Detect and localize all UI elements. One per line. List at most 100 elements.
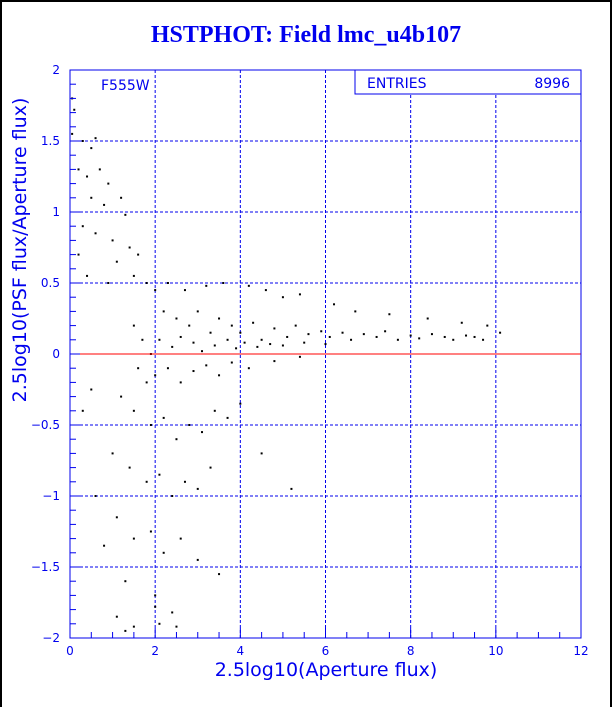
data-point xyxy=(128,466,131,469)
data-point xyxy=(286,335,289,338)
data-point xyxy=(103,203,106,206)
data-point xyxy=(77,168,80,171)
data-point xyxy=(86,274,89,277)
data-point xyxy=(294,324,297,327)
data-point xyxy=(149,424,152,426)
y-tick-label: 2 xyxy=(52,63,60,77)
data-point xyxy=(226,416,229,419)
data-point xyxy=(226,338,229,341)
x-tick-label: 8 xyxy=(407,644,415,658)
data-point xyxy=(192,341,195,344)
data-point xyxy=(252,321,255,324)
data-point xyxy=(260,338,263,341)
data-point xyxy=(111,452,114,455)
x-tick-label: 2 xyxy=(151,644,159,658)
data-point xyxy=(132,537,135,540)
data-point xyxy=(158,338,161,341)
data-point xyxy=(307,333,310,336)
data-point xyxy=(239,402,242,405)
data-point xyxy=(103,544,106,547)
data-point xyxy=(341,331,344,334)
data-point xyxy=(107,182,110,185)
data-point xyxy=(175,438,178,441)
data-point xyxy=(179,335,182,338)
data-point xyxy=(158,622,161,625)
data-point xyxy=(128,246,131,249)
data-point xyxy=(260,452,263,455)
data-point xyxy=(281,296,284,299)
data-point xyxy=(409,334,412,337)
data-point xyxy=(175,625,178,628)
data-point xyxy=(179,381,182,384)
data-point xyxy=(179,537,182,540)
data-point xyxy=(90,147,93,150)
data-point xyxy=(273,327,276,330)
data-point xyxy=(230,361,233,364)
data-point xyxy=(71,132,74,135)
data-point xyxy=(333,303,336,306)
data-point xyxy=(213,409,216,412)
data-point xyxy=(86,175,89,178)
data-point xyxy=(120,395,123,398)
x-tick-label: 4 xyxy=(237,644,245,658)
data-point xyxy=(166,367,169,370)
data-point xyxy=(247,284,250,287)
data-point xyxy=(171,345,174,348)
data-point xyxy=(94,137,97,140)
x-tick-label: 6 xyxy=(322,644,330,658)
data-point xyxy=(154,374,157,377)
grid xyxy=(70,70,581,638)
data-point xyxy=(171,495,174,497)
y-tick-label: −2 xyxy=(42,631,60,645)
data-point xyxy=(154,594,157,597)
data-point xyxy=(77,253,80,256)
data-point xyxy=(124,580,127,583)
data-point xyxy=(175,317,178,320)
y-axis-label: 2.5log10(PSF flux/Aperture flux) xyxy=(9,98,31,403)
data-point xyxy=(115,615,118,618)
data-point xyxy=(362,333,365,336)
data-point xyxy=(247,367,250,370)
stats-entries-label: ENTRIES xyxy=(367,76,427,92)
data-point xyxy=(149,530,152,533)
data-point xyxy=(269,343,272,346)
data-point xyxy=(328,335,331,338)
data-point xyxy=(430,333,433,336)
y-tick-label: 1 xyxy=(52,205,60,219)
data-point xyxy=(243,341,246,344)
data-point xyxy=(320,330,323,333)
data-point xyxy=(205,284,208,287)
data-point xyxy=(324,343,327,346)
data-point xyxy=(473,335,476,338)
data-point xyxy=(158,473,161,476)
data-point xyxy=(145,282,148,284)
y-tick-label: 0 xyxy=(52,347,60,361)
data-point xyxy=(375,335,378,338)
data-point xyxy=(90,196,93,199)
data-point xyxy=(235,347,238,350)
data-point xyxy=(162,551,165,554)
data-point xyxy=(132,324,135,327)
data-point xyxy=(111,239,114,242)
data-point xyxy=(239,331,242,334)
data-point xyxy=(141,338,144,341)
data-point xyxy=(166,282,169,284)
data-point xyxy=(115,260,118,263)
data-point xyxy=(73,108,76,111)
data-point xyxy=(388,313,391,316)
stats-box: ENTRIES 8996 xyxy=(354,69,582,95)
data-points xyxy=(71,97,502,632)
data-point xyxy=(196,487,199,490)
data-point xyxy=(486,324,489,327)
data-point xyxy=(396,338,399,341)
data-point xyxy=(81,140,84,142)
data-point xyxy=(201,350,204,353)
data-point xyxy=(290,487,293,490)
x-tick-label: 10 xyxy=(488,644,503,658)
data-point xyxy=(298,293,301,296)
data-point xyxy=(218,317,221,320)
data-point xyxy=(137,367,140,370)
data-point xyxy=(154,605,157,608)
data-point xyxy=(196,310,199,313)
